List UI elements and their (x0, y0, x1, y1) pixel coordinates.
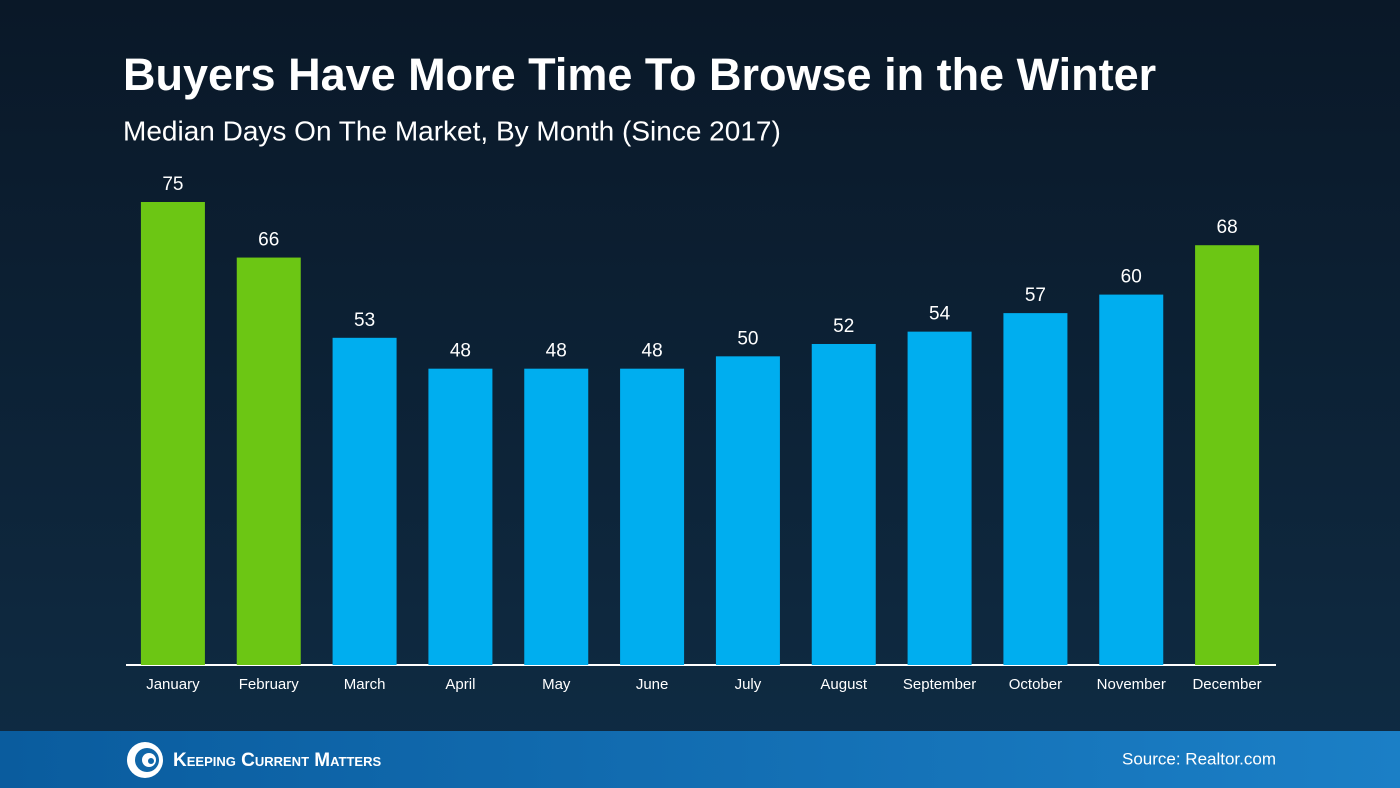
bar (907, 331, 972, 665)
bar (1099, 294, 1164, 665)
value-label: 75 (162, 174, 183, 195)
bar (715, 356, 780, 665)
x-tick-label: September (903, 676, 976, 693)
value-label: 48 (450, 341, 471, 362)
bar (236, 257, 301, 665)
bar (811, 343, 876, 665)
value-label: 66 (258, 230, 279, 251)
bar (524, 368, 589, 665)
x-tick-label: March (344, 676, 386, 693)
x-tick-label: February (239, 676, 300, 693)
x-tick-label: June (636, 676, 669, 693)
value-label: 54 (929, 304, 951, 325)
value-label: 52 (833, 316, 854, 337)
bar (620, 368, 685, 665)
x-tick-label: April (445, 676, 475, 693)
value-label: 60 (1121, 267, 1142, 288)
value-label: 68 (1217, 217, 1238, 238)
x-tick-label: January (146, 676, 200, 693)
bar (332, 337, 397, 665)
bar (1195, 245, 1260, 666)
value-label: 57 (1025, 285, 1046, 306)
x-tick-label: May (542, 676, 571, 693)
bar (1003, 313, 1068, 665)
x-tick-label: August (820, 676, 868, 693)
value-label: 50 (737, 328, 758, 349)
bar (428, 368, 493, 665)
value-label: 53 (354, 310, 375, 331)
x-tick-label: July (735, 676, 762, 693)
chart-subtitle: Median Days On The Market, By Month (Sin… (123, 115, 781, 146)
brand: Keeping Current Matters (173, 750, 381, 771)
logo (127, 742, 163, 778)
source: Source: Realtor.com (1122, 749, 1276, 768)
value-label: 48 (546, 341, 567, 362)
x-tick-label: October (1009, 676, 1062, 693)
x-tick-label: December (1192, 676, 1261, 693)
bar (140, 202, 205, 665)
x-tick-label: November (1097, 676, 1166, 693)
chart-title: Buyers Have More Time To Browse in the W… (123, 49, 1156, 100)
value-label: 48 (642, 341, 663, 362)
footer-band (0, 731, 1400, 788)
